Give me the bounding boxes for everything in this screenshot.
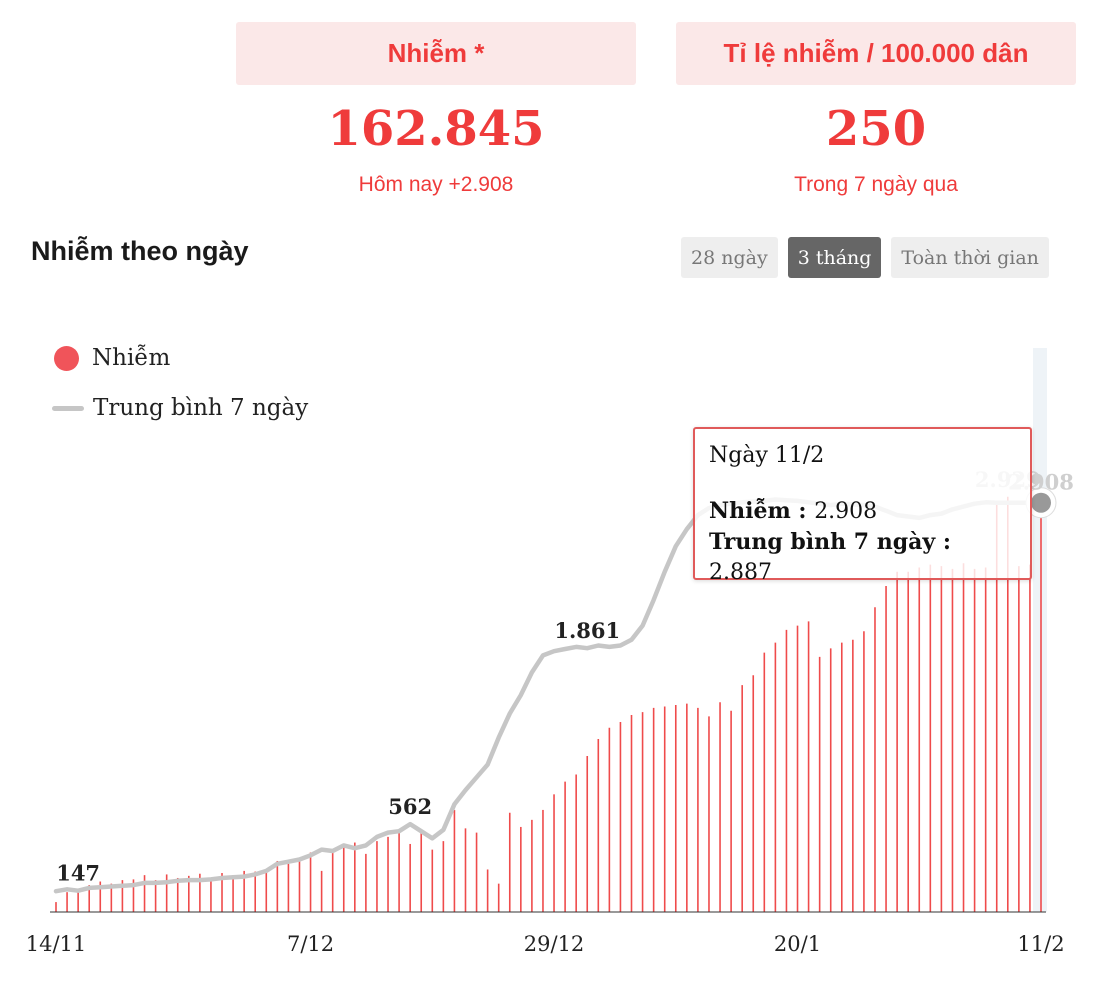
legend-cases[interactable]: Nhiễm [52, 340, 308, 376]
infected-card-header: Nhiễm * [236, 22, 636, 85]
tooltip-date: Ngày 11/2 [709, 443, 825, 468]
infected-today: Hôm nay +2.908 [358, 173, 514, 196]
tab-all-time[interactable]: Toàn thời gian [891, 237, 1049, 278]
legend-average-label: Trung bình 7 ngày [93, 395, 309, 421]
tooltip-average: Trung bình 7 ngày : 2.887 [709, 527, 1016, 588]
tooltip-average-value: 2.887 [709, 560, 772, 585]
hover-point [1031, 492, 1051, 513]
value-label: 1.861 [554, 618, 620, 643]
value-label: 147 [56, 861, 100, 886]
rate-card-header: Tỉ lệ nhiễm / 100.000 dân [676, 22, 1076, 85]
tooltip-cases-value: 2.908 [814, 499, 878, 524]
legend-average-line [52, 405, 84, 411]
tooltip-cases-label: Nhiễm : [709, 498, 815, 524]
rate-period: Trong 7 ngày qua [794, 173, 958, 196]
x-tick-label: 11/2 [1017, 932, 1064, 956]
legend: Nhiễm Trung bình 7 ngày [52, 340, 308, 440]
rate-value: 250 [825, 101, 927, 157]
tab-28-days[interactable]: 28 ngày [681, 237, 778, 278]
x-tick-label: 7/12 [287, 932, 334, 956]
infected-card: Nhiễm * 162.845 Hôm nay +2.908 [236, 22, 636, 197]
legend-cases-label: Nhiễm [92, 345, 171, 371]
tab-3-months[interactable]: 3 tháng [787, 237, 882, 278]
ticks-group: 14/11 7/12 29/12 20/1 11/2 [26, 932, 1065, 956]
legend-average[interactable]: Trung bình 7 ngày [52, 390, 308, 426]
tooltip-average-label: Trung bình 7 ngày : [709, 529, 951, 555]
chart-tooltip: Ngày 11/2 Nhiễm : 2.908 Trung bình 7 ngà… [693, 427, 1032, 585]
x-tick-label: 29/12 [524, 932, 585, 956]
rate-card: Tỉ lệ nhiễm / 100.000 dân 250 Trong 7 ng… [676, 22, 1076, 197]
legend-cases-dot [54, 345, 79, 371]
x-tick-label: 14/11 [26, 932, 87, 956]
value-label: 562 [388, 794, 432, 819]
section-title: Nhiễm theo ngày [31, 236, 249, 266]
x-tick-label: 20/1 [774, 932, 821, 956]
range-tabs: 28 ngày 3 tháng Toàn thời gian [681, 237, 1049, 278]
hover-band [1033, 348, 1047, 912]
infected-total: 162.845 [327, 101, 545, 157]
tooltip-cases: Nhiễm : 2.908 [709, 496, 1016, 527]
